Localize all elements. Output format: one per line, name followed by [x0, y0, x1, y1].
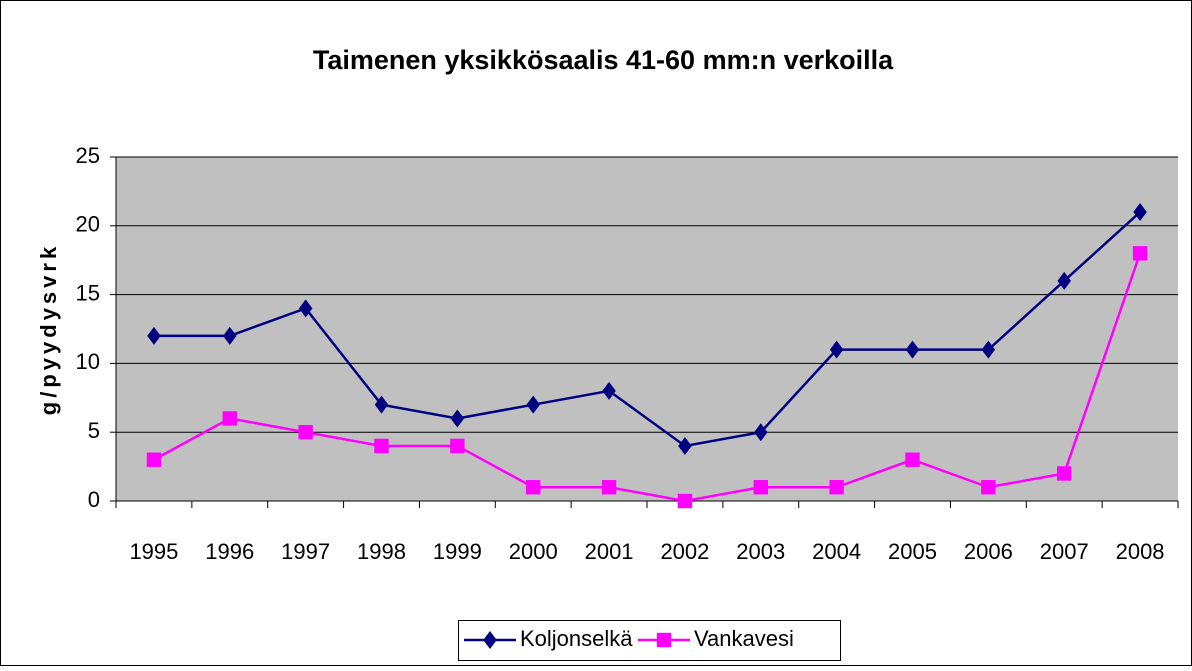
marker [298, 299, 313, 318]
marker [905, 340, 920, 359]
legend-marker [483, 631, 497, 649]
marker [602, 381, 616, 400]
y-axis-label: g/pyydysvrk [36, 243, 61, 415]
marker [526, 480, 541, 495]
x-tick-label: 2004 [812, 539, 861, 564]
x-tick-label: 1995 [129, 539, 178, 564]
marker [1057, 466, 1072, 481]
marker [981, 480, 996, 495]
x-tick-label: 2008 [1116, 539, 1165, 564]
marker [223, 326, 237, 345]
legend-marker [656, 632, 672, 648]
x-tick-label: 2007 [1040, 539, 1089, 564]
marker [754, 423, 768, 442]
marker [374, 438, 389, 454]
x-tick-label: 2006 [964, 539, 1013, 564]
y-tick-label: 5 [88, 418, 100, 443]
marker [374, 395, 389, 414]
marker [829, 480, 844, 495]
marker [905, 452, 920, 467]
x-tick-label: 2005 [888, 539, 937, 564]
x-tick-label: 1996 [205, 539, 254, 564]
marker [753, 480, 768, 495]
x-tick-label: 1998 [357, 539, 406, 564]
y-tick-label: 25 [76, 143, 100, 168]
y-tick-label: 0 [88, 487, 100, 512]
marker [147, 326, 161, 345]
plot-area [116, 157, 1178, 501]
marker [450, 438, 465, 454]
series-line [153, 211, 1141, 448]
series-line [153, 252, 1142, 503]
marker [298, 425, 313, 440]
chart-title: Taimenen yksikkösaalis 41-60 mm:n verkoi… [313, 45, 894, 75]
x-tick-label: 1997 [281, 539, 330, 564]
legend-label: Vankavesi [694, 626, 794, 651]
marker [146, 452, 162, 467]
marker [526, 395, 540, 414]
x-tick-label: 2001 [585, 539, 634, 564]
y-tick-label: 15 [76, 280, 100, 305]
marker [222, 411, 237, 426]
y-tick-label: 20 [76, 212, 100, 237]
x-tick-label: 1999 [433, 539, 482, 564]
legend-label: Koljonselkä [520, 626, 633, 651]
marker [677, 493, 693, 509]
marker [829, 340, 844, 359]
marker [1132, 246, 1148, 261]
marker [1057, 271, 1071, 290]
x-tick-label: 2000 [509, 539, 558, 564]
marker [981, 340, 996, 359]
x-tick-label: 2002 [660, 539, 709, 564]
x-tick-label: 2003 [736, 539, 785, 564]
marker [601, 480, 617, 495]
marker [1133, 203, 1147, 222]
marker [450, 409, 465, 428]
marker [678, 436, 692, 455]
y-tick-label: 10 [76, 349, 100, 374]
